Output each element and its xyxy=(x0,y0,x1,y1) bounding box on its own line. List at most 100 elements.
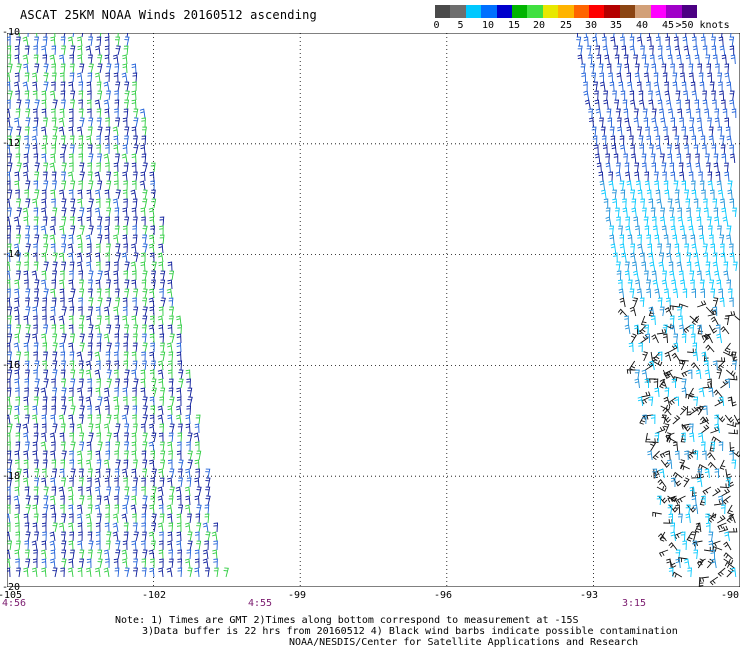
wind-barb xyxy=(105,261,111,272)
wind-barb xyxy=(204,540,209,551)
wind-barb xyxy=(51,279,57,290)
wind-barb xyxy=(7,540,13,551)
wind-barb xyxy=(123,522,129,533)
wind-barb xyxy=(41,540,47,551)
wind-barb xyxy=(692,342,698,353)
wind-barb xyxy=(86,207,92,218)
wind-barb xyxy=(41,90,47,101)
wind-barb xyxy=(76,387,83,398)
wind-barb xyxy=(52,351,58,362)
wind-barb xyxy=(122,396,128,407)
wind-barb xyxy=(94,324,101,335)
wind-barb xyxy=(677,207,682,218)
wind-barb xyxy=(141,360,147,371)
wind-barb xyxy=(59,279,65,290)
wind-barb xyxy=(52,207,58,218)
wind-barb xyxy=(726,81,732,92)
wind-barb xyxy=(698,171,703,182)
wind-barb xyxy=(685,99,690,110)
wind-barb xyxy=(583,90,590,101)
wind-barb xyxy=(50,477,56,488)
wind-barb xyxy=(5,279,11,290)
wind-barb xyxy=(114,360,119,371)
wind-barb xyxy=(624,63,630,74)
wind-barb xyxy=(704,153,710,164)
wind-barb xyxy=(712,360,718,371)
wind-barb xyxy=(619,297,626,308)
wind-barb xyxy=(194,477,200,488)
wind-barb xyxy=(701,450,707,461)
wind-barb xyxy=(76,513,83,524)
wind-barb xyxy=(678,557,688,563)
wind-barb xyxy=(193,432,200,443)
wind-barb xyxy=(675,252,681,263)
wind-barb xyxy=(16,324,22,335)
wind-barb xyxy=(96,360,101,371)
wind-barb xyxy=(5,504,11,515)
wind-barb xyxy=(175,486,182,497)
wind-barb xyxy=(196,486,202,497)
wind-barb xyxy=(25,180,31,191)
wind-barb xyxy=(706,558,714,569)
wind-barb xyxy=(620,90,626,101)
wind-barb xyxy=(34,36,39,47)
wind-barb xyxy=(709,279,715,290)
wind-barb xyxy=(158,306,164,317)
wind-barb xyxy=(717,225,722,236)
wind-barb xyxy=(124,81,130,92)
wind-barb xyxy=(132,513,137,524)
wind-barb xyxy=(167,459,173,470)
wind-barb xyxy=(87,522,92,533)
legend-swatch-10 xyxy=(589,5,605,18)
wind-barb xyxy=(115,36,121,47)
wind-barb xyxy=(167,369,173,380)
wind-barb xyxy=(24,261,29,272)
wind-barb xyxy=(140,207,146,218)
wind-barb xyxy=(33,216,39,227)
wind-barb xyxy=(594,99,600,110)
wind-barb xyxy=(686,162,692,173)
wind-barb xyxy=(142,441,148,452)
wind-barb xyxy=(113,279,119,290)
wind-barb xyxy=(714,414,719,425)
wind-barb xyxy=(656,486,667,492)
wind-barb xyxy=(95,279,101,290)
wind-barb xyxy=(149,171,155,182)
wind-barb xyxy=(169,423,175,434)
wind-barb xyxy=(97,54,103,65)
wind-barb xyxy=(33,324,38,335)
wind-barb xyxy=(158,261,164,272)
wind-barb xyxy=(124,405,130,416)
wind-barb xyxy=(615,108,621,119)
wind-barb xyxy=(60,567,65,578)
wind-barb xyxy=(697,63,702,74)
wind-barb xyxy=(15,396,21,407)
wind-barb xyxy=(70,225,76,236)
wind-barb xyxy=(131,495,137,506)
wind-barb xyxy=(158,432,164,443)
wind-barb xyxy=(25,558,31,569)
wind-barb xyxy=(595,45,601,56)
wind-barb xyxy=(87,405,92,416)
wind-barb xyxy=(6,324,12,335)
wind-barb xyxy=(150,477,155,488)
wind-barb xyxy=(149,567,155,578)
wind-barb xyxy=(621,252,627,263)
wind-barb xyxy=(77,243,83,254)
wind-barb xyxy=(166,504,173,515)
wind-barb xyxy=(70,468,76,479)
wind-barb xyxy=(718,441,724,452)
wind-barb xyxy=(696,216,702,227)
wind-barb xyxy=(49,225,56,236)
wind-barb xyxy=(43,495,49,506)
wind-barb xyxy=(718,81,723,92)
wind-barb xyxy=(688,63,694,74)
wind-barb xyxy=(667,54,673,65)
wind-barb xyxy=(31,135,38,146)
wind-barb xyxy=(619,135,625,146)
wind-barb xyxy=(185,468,191,479)
wind-barb xyxy=(85,567,92,578)
wind-barb xyxy=(96,342,102,353)
wind-barb xyxy=(662,171,667,182)
wind-barb xyxy=(103,459,110,470)
